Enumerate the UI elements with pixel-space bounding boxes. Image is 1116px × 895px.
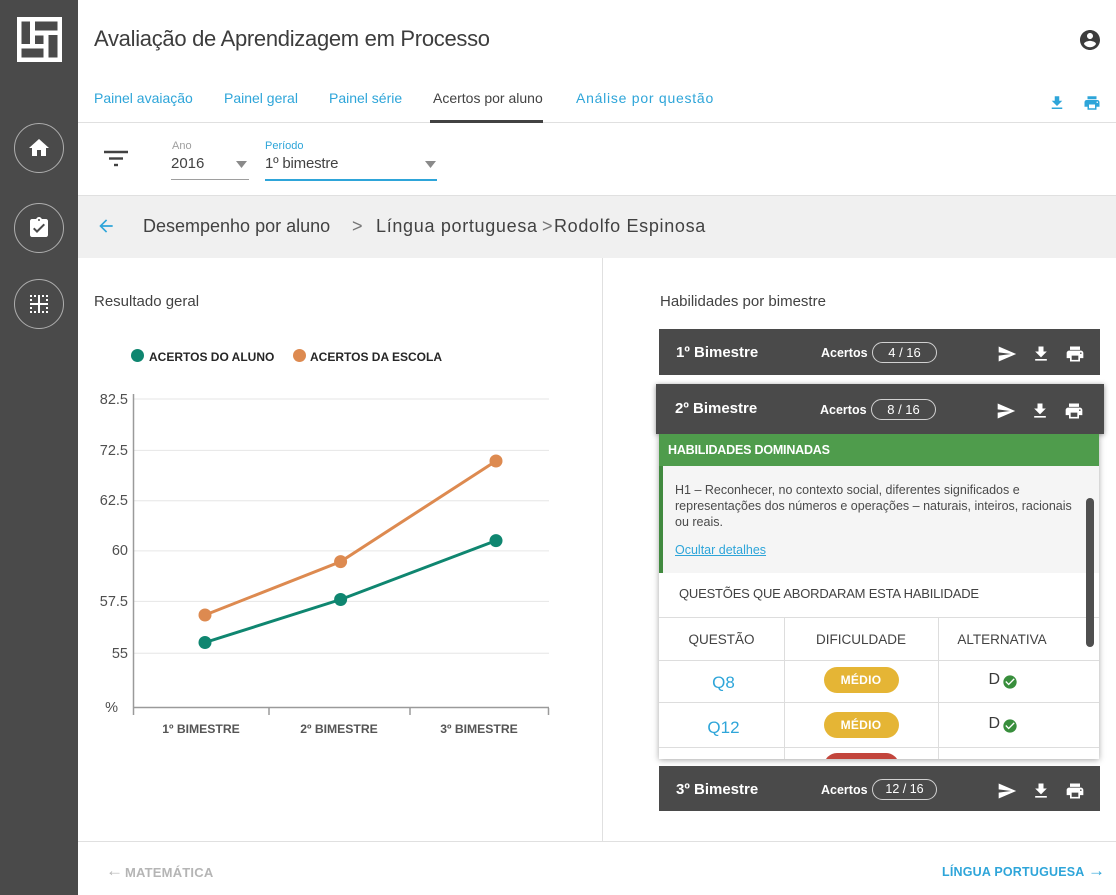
svg-text:60: 60 xyxy=(112,543,128,559)
svg-text:72.5: 72.5 xyxy=(100,443,128,459)
svg-text:3º BIMESTRE: 3º BIMESTRE xyxy=(440,722,518,736)
svg-text:57.5: 57.5 xyxy=(100,594,128,610)
svg-text:62.5: 62.5 xyxy=(100,493,128,509)
svg-text:2º BIMESTRE: 2º BIMESTRE xyxy=(300,722,378,736)
svg-text:%: % xyxy=(105,700,118,716)
svg-text:82.5: 82.5 xyxy=(100,392,128,408)
svg-text:55: 55 xyxy=(112,646,128,662)
svg-text:1º BIMESTRE: 1º BIMESTRE xyxy=(162,722,240,736)
